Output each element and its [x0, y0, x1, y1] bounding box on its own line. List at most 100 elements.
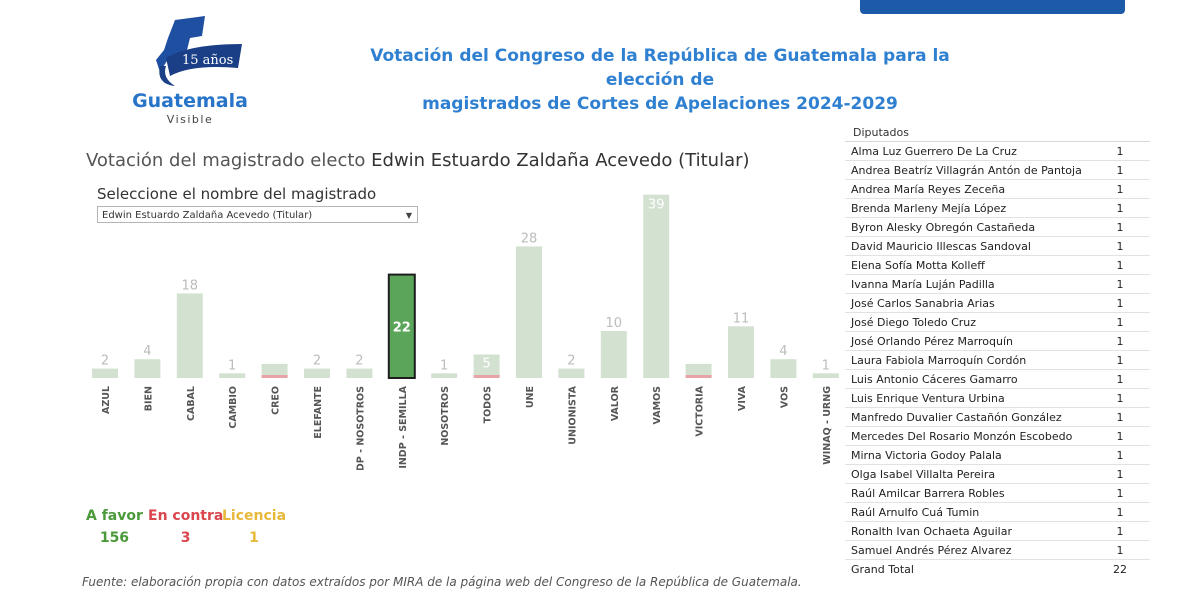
table-row[interactable]: Andrea Beatríz Villagrán Antón de Pantoj…	[845, 160, 1150, 180]
bar-unionista[interactable]	[558, 368, 585, 378]
diputado-name: David Mauricio Illescas Sandoval	[845, 236, 1090, 256]
table-row[interactable]: Alma Luz Guerrero De La Cruz 1	[845, 142, 1150, 161]
table-row[interactable]: José Orlando Pérez Marroquín 1	[845, 331, 1150, 351]
table-total-row: Grand Total 22	[845, 560, 1150, 579]
table-row[interactable]: Elena Sofía Motta Kolleff 1	[845, 255, 1150, 275]
subtitle-prefix: Votación del magistrado electo	[86, 150, 366, 171]
bar-elefante[interactable]	[304, 368, 330, 378]
bar-winaq-urng[interactable]	[812, 373, 839, 378]
bar-value-label: 1	[228, 358, 236, 373]
table-row[interactable]: Raúl Arnulfo Cuá Tumin 1	[845, 502, 1150, 522]
table-row[interactable]: Mercedes Del Rosario Monzón Escobedo 1	[845, 426, 1150, 446]
bar-bien[interactable]	[134, 359, 161, 378]
x-tick-label: BIEN	[143, 386, 154, 411]
page-title: Votación del Congreso de la República de…	[340, 44, 980, 116]
guatemala-visible-logo: 15 años 2009 - 2024 Guatemala Visible	[130, 14, 250, 129]
table-row[interactable]: Olga Isabel Villalta Pereira 1	[845, 464, 1150, 484]
table-row[interactable]: Manfredo Duvalier Castañón González 1	[845, 407, 1150, 427]
table-row[interactable]: Samuel Andrés Pérez Alvarez 1	[845, 540, 1150, 560]
table-row[interactable]: Luis Antonio Cáceres Gamarro 1	[845, 369, 1150, 389]
diputado-vote-count: 1	[1090, 350, 1150, 370]
bar-nosotros[interactable]	[431, 373, 458, 378]
bar-vos[interactable]	[770, 359, 797, 378]
x-tick-label: UNE	[525, 386, 536, 408]
diputado-name: Luis Enrique Ventura Urbina	[845, 388, 1090, 408]
table-row[interactable]: Mirna Victoria Godoy Palala 1	[845, 445, 1150, 465]
diputado-name: José Carlos Sanabria Arias	[845, 293, 1090, 313]
x-tick-label: INDP - NOSOTROS	[355, 386, 366, 470]
diputado-vote-count: 1	[1090, 369, 1150, 389]
bar-value-label: 2	[567, 354, 575, 369]
logo-tagline: Visible	[166, 113, 214, 126]
diputado-name: Luis Antonio Cáceres Gamarro	[845, 369, 1090, 389]
diputado-vote-count: 1	[1090, 388, 1150, 408]
diputado-name: Mercedes Del Rosario Monzón Escobedo	[845, 426, 1090, 446]
bar-vamos[interactable]	[643, 194, 670, 378]
table-row[interactable]: Andrea María Reyes Zeceña 1	[845, 179, 1150, 199]
bar-cabal[interactable]	[176, 293, 203, 378]
bar-victoria[interactable]	[685, 363, 712, 378]
x-tick-label: CABAL	[186, 386, 197, 421]
diputado-vote-count: 1	[1090, 502, 1150, 522]
diputado-vote-count: 1	[1090, 293, 1150, 313]
diputado-name: Raúl Amilcar Barrera Robles	[845, 483, 1090, 503]
table-row[interactable]: Laura Fabiola Marroquín Cordón 1	[845, 350, 1150, 370]
total-label: Grand Total	[851, 562, 914, 576]
bar-en-contra-segment	[685, 375, 712, 378]
top-nav-button[interactable]	[860, 0, 1125, 14]
diputado-name: Andrea Beatríz Villagrán Antón de Pantoj…	[845, 160, 1090, 180]
summary-label: A favor	[86, 508, 143, 524]
diputado-name: Elena Sofía Motta Kolleff	[845, 255, 1090, 275]
diputado-name: José Diego Toledo Cruz	[845, 312, 1090, 332]
table-row[interactable]: Raúl Amilcar Barrera Robles 1	[845, 483, 1150, 503]
bar-todos[interactable]	[473, 354, 500, 379]
chevron-down-icon[interactable]: ▼	[405, 211, 412, 220]
x-tick-label: ELEFANTE	[313, 386, 324, 439]
bar-viva[interactable]	[728, 326, 754, 378]
diputado-name: Brenda Marleny Mejía López	[845, 198, 1090, 218]
x-tick-label: VALOR	[610, 385, 621, 421]
bar-value-label: 1	[822, 358, 830, 373]
bar-valor[interactable]	[600, 331, 627, 378]
x-tick-label: CREO	[271, 386, 282, 415]
x-tick-label: WINAQ - URNG	[822, 386, 833, 465]
diputado-vote-count: 1	[1090, 483, 1150, 503]
bar-azul[interactable]	[92, 368, 118, 378]
diputados-table: Diputados Alma Luz Guerrero De La Cruz 1 A…	[845, 125, 1150, 578]
summary-en-contra: En contra 3	[148, 508, 223, 546]
bar-value-label: 2	[313, 354, 321, 369]
table-row[interactable]: Ivanna María Luján Padilla 1	[845, 274, 1150, 294]
summary-label: Licencia	[222, 508, 287, 524]
x-tick-label: TODOS	[483, 386, 494, 424]
table-row[interactable]: Byron Alesky Obregón Castañeda 1	[845, 217, 1150, 237]
table-row[interactable]: Brenda Marleny Mejía López 1	[845, 198, 1150, 218]
diputado-vote-count: 1	[1090, 464, 1150, 484]
summary-label: En contra	[148, 508, 224, 524]
table-row[interactable]: Luis Enrique Ventura Urbina 1	[845, 388, 1150, 408]
bar-value-label: 2	[355, 354, 363, 369]
magistrate-dropdown[interactable]: Edwin Estuardo Zaldaña Acevedo (Titular)…	[97, 206, 418, 223]
diputado-vote-count: 1	[1090, 274, 1150, 294]
bar-cambio[interactable]	[219, 373, 246, 378]
diputado-vote-count: 1	[1090, 160, 1150, 180]
summary-a-favor: A favor 156	[86, 508, 143, 546]
diputado-name: Alma Luz Guerrero De La Cruz	[845, 142, 1090, 161]
bar-indp-nosotros[interactable]	[346, 368, 373, 378]
bar-value-label: 10	[606, 316, 623, 331]
x-tick-label: CAMBIO	[228, 386, 239, 429]
table-row[interactable]: José Diego Toledo Cruz 1	[845, 312, 1150, 332]
diputado-vote-count: 1	[1090, 331, 1150, 351]
selector-label: Seleccione el nombre del magistrado	[97, 185, 377, 203]
table-row[interactable]: Ronalth Ivan Ochaeta Aguilar 1	[845, 521, 1150, 541]
bar-creo[interactable]	[261, 363, 288, 378]
diputado-vote-count: 1	[1090, 236, 1150, 256]
chart-subtitle: Votación del magistrado electo Edwin Est…	[86, 150, 750, 171]
table-row[interactable]: David Mauricio Illescas Sandoval 1	[845, 236, 1150, 256]
bar-une[interactable]	[516, 246, 542, 378]
x-tick-label: VICTORIA	[695, 385, 706, 436]
diputado-name: Olga Isabel Villalta Pereira	[845, 464, 1090, 484]
page-title-line2: magistrados de Cortes de Apelaciones 202…	[422, 94, 898, 114]
x-tick-label: AZUL	[101, 386, 112, 414]
table-row[interactable]: José Carlos Sanabria Arias 1	[845, 293, 1150, 313]
bar-indp-semilla[interactable]	[387, 273, 416, 380]
